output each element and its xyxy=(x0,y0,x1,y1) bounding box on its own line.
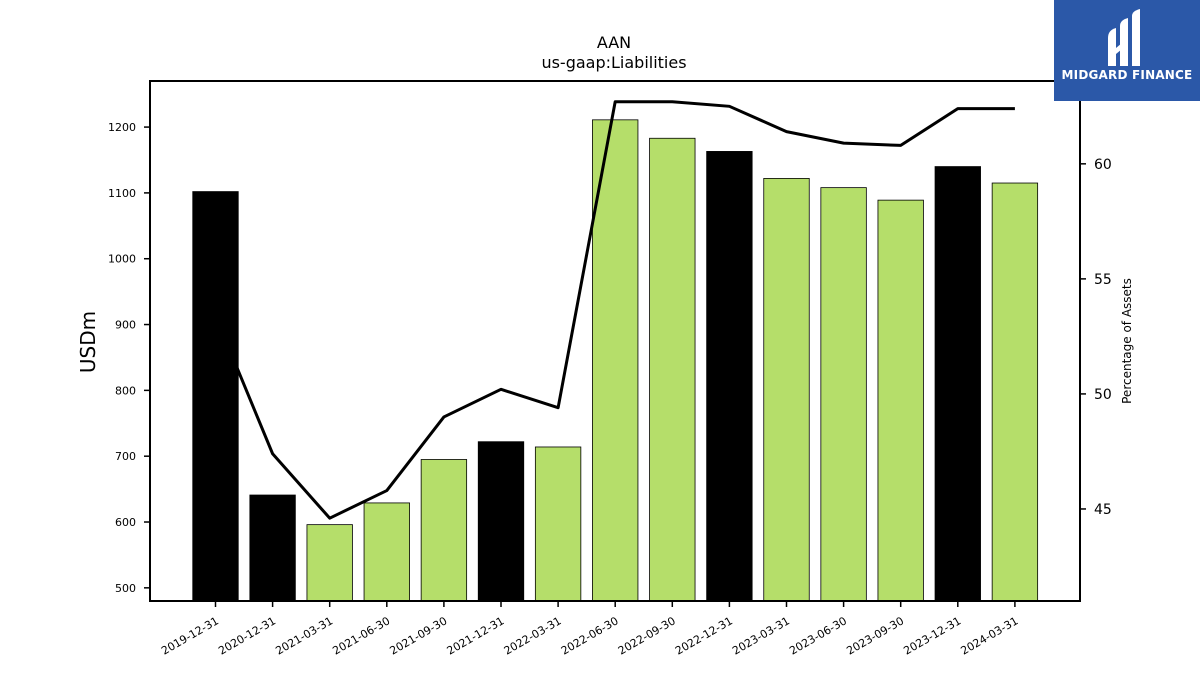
bar-2021-06-30 xyxy=(363,502,410,602)
midgard-logo-icon xyxy=(1108,9,1140,66)
bar-2019-12-31 xyxy=(192,191,239,602)
y2-tick-label: 50 xyxy=(1094,387,1112,403)
y2-tick-label: 45 xyxy=(1094,502,1112,518)
y-tick-label: 800 xyxy=(115,384,136,397)
bar-2022-09-30 xyxy=(649,137,696,602)
y-tick-label: 700 xyxy=(115,450,136,463)
y-tick-label: 1100 xyxy=(108,187,136,200)
x-tick-label: 2021-12-31 xyxy=(445,614,507,657)
bar-2021-03-31 xyxy=(306,524,353,602)
x-tick-label: 2021-09-30 xyxy=(388,614,450,657)
bar-2022-12-31 xyxy=(706,151,753,602)
y2-tick-label: 55 xyxy=(1094,272,1112,288)
logo-text: MIDGARD FINANCE xyxy=(1061,68,1193,82)
x-tick-label: 2023-06-30 xyxy=(787,614,849,657)
x-tick-label: 2019-12-31 xyxy=(159,614,221,657)
y-tick-label: 600 xyxy=(115,516,136,529)
x-tick-label: 2024-03-31 xyxy=(959,614,1021,657)
x-tick-label: 2022-06-30 xyxy=(559,614,621,657)
y-axis-label: USDm xyxy=(76,311,100,373)
percentage-line-series xyxy=(214,100,1015,520)
chart-subtitle: us-gaap:Liabilities xyxy=(541,53,686,72)
bar-2023-06-30 xyxy=(820,187,867,602)
x-tick-label: 2023-09-30 xyxy=(844,614,906,657)
bar-2021-12-31 xyxy=(477,441,525,602)
bar-2023-03-31 xyxy=(763,178,810,602)
y-tick-label: 1000 xyxy=(108,253,136,266)
y-tick-label: 1200 xyxy=(108,121,136,134)
y2-axis-label: Percentage of Assets xyxy=(1120,278,1134,404)
bar-series xyxy=(192,119,1039,602)
x-tick-label: 2022-03-31 xyxy=(502,614,564,657)
x-tick-label: 2022-09-30 xyxy=(616,614,678,657)
bar-2023-09-30 xyxy=(877,199,924,602)
bar-2023-12-31 xyxy=(934,166,981,602)
y-tick-label: 500 xyxy=(115,582,136,595)
bar-2022-06-30 xyxy=(592,119,639,602)
bar-2024-03-31 xyxy=(991,182,1039,602)
x-tick-label: 2020-12-31 xyxy=(216,614,278,657)
x-tick-label: 2021-06-30 xyxy=(330,614,392,657)
y-tick-label: 900 xyxy=(115,319,136,332)
y2-tick-label: 60 xyxy=(1094,157,1112,173)
bar-2021-09-30 xyxy=(420,459,468,602)
logo-badge: MIDGARD FINANCE xyxy=(1054,0,1200,101)
bar-2020-12-31 xyxy=(249,494,296,602)
bar-2022-03-31 xyxy=(534,446,582,602)
x-tick-label: 2021-03-31 xyxy=(273,614,335,657)
x-tick-label: 2022-12-31 xyxy=(673,614,735,657)
x-tick-label: 2023-12-31 xyxy=(901,614,963,657)
chart-title: AAN xyxy=(597,33,631,52)
x-tick-label: 2023-03-31 xyxy=(730,614,792,657)
percentage-line xyxy=(214,100,1015,520)
